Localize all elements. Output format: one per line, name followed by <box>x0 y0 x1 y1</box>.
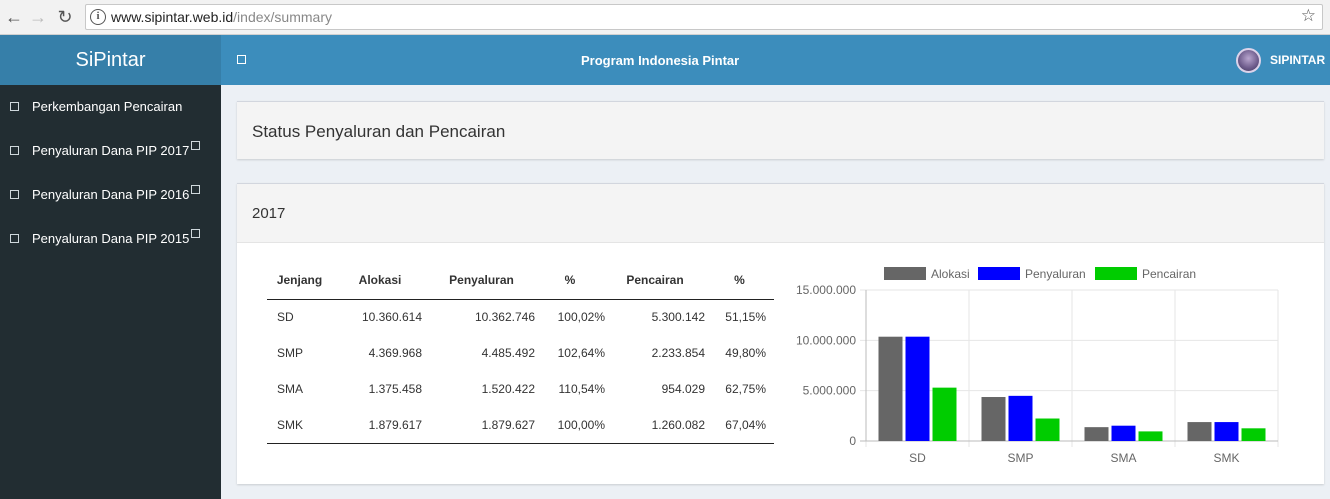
table-cell: 110,54% <box>558 382 605 396</box>
table-cell: SMK <box>267 407 332 444</box>
sidebar-item-label: Penyaluran Dana PIP 2017 <box>32 143 190 158</box>
reload-icon[interactable]: ↻ <box>57 7 73 27</box>
status-box: Status Penyaluran dan Pencairan <box>237 101 1324 159</box>
table-cell: 1.520.422 <box>481 382 535 396</box>
brand-logo[interactable]: SiPintar <box>0 35 221 85</box>
star-icon[interactable]: ☆ <box>1300 6 1316 25</box>
table-cell: 1.375.458 <box>368 382 422 396</box>
table-cell: 954.029 <box>661 382 705 396</box>
table-cell: 100,00% <box>535 407 605 444</box>
legend-swatch <box>1095 267 1137 280</box>
table-row: SMP 4.369.968 4.485.492 102,64% 2.233.85… <box>267 335 774 371</box>
table-cell: SMA <box>277 382 304 396</box>
table-cell: 100,02% <box>557 310 605 325</box>
x-tick-label: SMK <box>1213 451 1239 465</box>
table-row: SMK 1.879.617 1.879.627 100,00% 1.260.08… <box>267 407 774 444</box>
square-icon <box>10 234 19 243</box>
sidebar: SiPintar Perkembangan Pencairan Penyalur… <box>0 35 221 499</box>
table-row: SMA 1.375.458 1.520.422 110,54% 954.029 … <box>267 371 774 407</box>
y-tick-label: 15.000.000 <box>796 283 856 297</box>
x-tick-label: SMP <box>1007 451 1033 465</box>
avatar[interactable] <box>1236 48 1261 73</box>
sidebar-item-label: Perkembangan Pencairan <box>32 99 183 114</box>
url-text[interactable]: www.sipintar.web.id/index/summary <box>111 9 332 25</box>
user-menu[interactable]: SIPINTAR <box>1270 53 1326 67</box>
table-cell: 10.362.746 <box>474 310 535 325</box>
browser-toolbar: ← → ↻ i www.sipintar.web.id/index/summar… <box>0 0 1330 35</box>
sidebar-item-pip-2015[interactable]: Penyaluran Dana PIP 2015 <box>0 225 221 255</box>
bar-pencairan <box>1241 428 1266 441</box>
square-icon <box>10 102 19 111</box>
table-cell: 5.300.142 <box>651 310 705 325</box>
summary-table: Jenjang Alokasi Penyaluran % Pencairan %… <box>267 262 774 444</box>
legend-swatch <box>978 267 1020 280</box>
table-cell: 67,04% <box>705 407 774 444</box>
bar-penyaluran <box>1111 425 1136 441</box>
top-header: Program Indonesia Pintar SIPINTAR <box>221 35 1330 85</box>
square-icon <box>10 190 19 199</box>
sidebar-item-pip-2016[interactable]: Penyaluran Dana PIP 2016 <box>0 181 221 211</box>
legend-swatch <box>884 267 926 280</box>
table-cell: 2.233.854 <box>651 346 705 360</box>
expand-icon <box>191 185 200 194</box>
sidebar-item-perkembangan-pencairan[interactable]: Perkembangan Pencairan <box>0 93 221 123</box>
table-cell: 1.260.082 <box>605 407 705 444</box>
table-header-row: Jenjang Alokasi Penyaluran % Pencairan % <box>267 262 774 300</box>
table-cell: 51,15% <box>725 310 766 325</box>
y-tick-label: 0 <box>849 434 856 448</box>
legend-label: Alokasi <box>931 267 970 281</box>
expand-icon <box>191 141 200 150</box>
table-row: SD 10.360.614 10.362.746 100,02% 5.300.1… <box>267 299 774 335</box>
address-bar[interactable]: i www.sipintar.web.id/index/summary ☆ <box>85 4 1323 30</box>
sidebar-item-label: Penyaluran Dana PIP 2015 <box>32 231 190 246</box>
bar-alokasi <box>878 336 903 441</box>
year-title: 2017 <box>252 205 286 222</box>
x-tick-label: SD <box>909 451 926 465</box>
column-header: % <box>535 262 605 300</box>
table-cell: 49,80% <box>725 346 766 360</box>
sidebar-item-pip-2017[interactable]: Penyaluran Dana PIP 2017 <box>0 137 221 167</box>
bar-penyaluran <box>1214 422 1239 441</box>
info-icon[interactable]: i <box>90 9 106 25</box>
bar-pencairan <box>1138 431 1163 441</box>
bar-alokasi <box>1187 422 1212 441</box>
table-cell: 4.369.968 <box>368 346 422 360</box>
bar-pencairan <box>1035 418 1060 441</box>
column-header: Jenjang <box>267 262 332 300</box>
table-cell: 62,75% <box>725 382 766 396</box>
legend-label: Penyaluran <box>1025 267 1086 281</box>
bar-chart: 0 5.000.000 10.000.000 15.000.000 SD SMP SMA SM… <box>796 267 1279 465</box>
sidebar-toggle-icon[interactable] <box>237 55 246 64</box>
bar-penyaluran <box>1008 395 1033 441</box>
url-path: /index/summary <box>233 9 332 25</box>
column-header: % <box>705 262 774 300</box>
table-cell: 102,64% <box>557 346 605 360</box>
x-tick-label: SMA <box>1110 451 1136 465</box>
column-header: Penyaluran <box>428 262 535 300</box>
square-icon <box>10 146 19 155</box>
column-header: Alokasi <box>332 262 428 300</box>
expand-icon <box>191 229 200 238</box>
table-cell: 1.879.617 <box>332 407 428 444</box>
table-cell: SD <box>277 310 294 325</box>
header-title: Program Indonesia Pintar <box>581 53 740 68</box>
arrow-right-icon[interactable]: → <box>29 7 47 27</box>
column-header: Pencairan <box>605 262 705 300</box>
bar-pencairan <box>932 387 957 441</box>
y-tick-label: 5.000.000 <box>803 384 857 398</box>
bar-penyaluran <box>905 336 930 441</box>
summary-box-header: 2017 <box>237 184 1324 243</box>
table-cell: 4.485.492 <box>481 346 535 360</box>
sidebar-item-label: Penyaluran Dana PIP 2016 <box>32 187 190 202</box>
table-cell: SMP <box>277 346 304 360</box>
bar-alokasi <box>1084 427 1109 441</box>
y-tick-label: 10.000.000 <box>796 333 856 347</box>
table-cell: 10.360.614 <box>361 310 422 325</box>
status-title: Status Penyaluran dan Pencairan <box>252 122 506 141</box>
arrow-left-icon[interactable]: ← <box>5 7 23 27</box>
table-cell: 1.879.627 <box>428 407 535 444</box>
legend-label: Pencairan <box>1142 267 1196 281</box>
url-host: www.sipintar.web.id <box>111 9 234 25</box>
bar-alokasi <box>981 397 1006 441</box>
